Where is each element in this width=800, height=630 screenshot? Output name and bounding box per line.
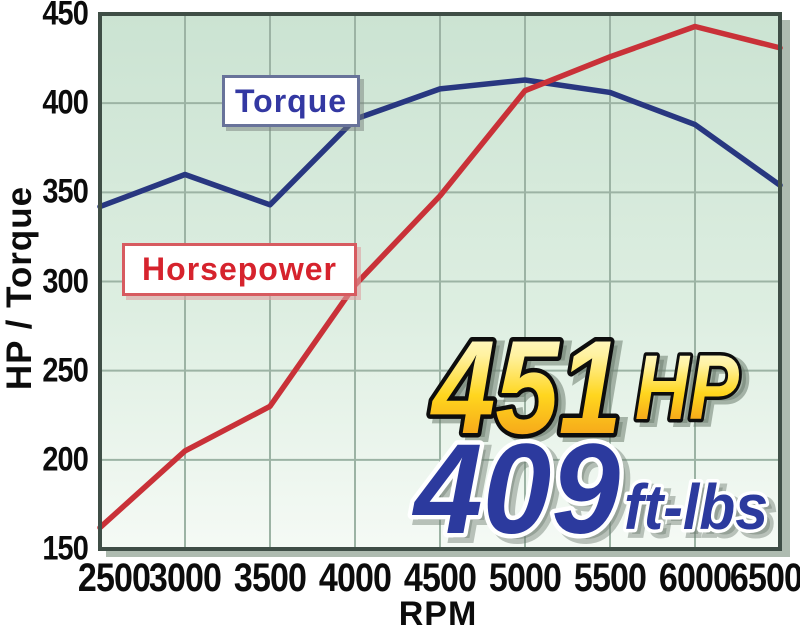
torque-curve (97, 77, 783, 210)
torque-unit-shadow: ft-lbs (630, 476, 774, 548)
torque-legend-box: Torque (222, 75, 360, 127)
horsepower-curve (97, 23, 783, 531)
hp-value: 451 (429, 314, 622, 462)
x-tick-label: 6000 (658, 556, 732, 600)
y-tick-label: 300 (42, 262, 89, 300)
x-tick-label: 4500 (403, 556, 477, 600)
y-tick-label: 200 (42, 440, 89, 479)
torque-unit: ft-lbs (624, 471, 768, 543)
torque-value-shadow: 409 (417, 423, 626, 566)
x-tick-label: 3500 (233, 556, 307, 600)
hp-unit: HP (635, 337, 740, 439)
y-tick-label: 150 (42, 529, 89, 568)
x-tick-label: 3000 (148, 556, 222, 600)
x-tick-label: 5000 (488, 556, 562, 600)
y-tick-label: 450 (42, 0, 89, 33)
torque-legend-label: Torque (234, 82, 348, 119)
x-axis-title: RPM (398, 595, 478, 630)
series-lines (97, 23, 783, 531)
plot-border (98, 12, 782, 551)
torque-value: 409 (411, 418, 620, 561)
callout-torque: 409 ft-lbs 409 ft-lbs (407, 414, 778, 572)
y-tick-label: 400 (42, 83, 89, 122)
callout-hp: 451 HP 451 HP (425, 310, 751, 472)
y-axis-title: HP / Torque (0, 185, 39, 391)
x-tick-label: 5500 (573, 556, 647, 600)
y-tick-label: 250 (42, 351, 89, 390)
horsepower-legend-box: Horsepower (122, 243, 357, 296)
hp-unit-shadow: HP (642, 341, 747, 443)
x-tick-label: 6500 (729, 556, 800, 600)
y-tick-label: 350 (42, 172, 89, 211)
horsepower-legend-label: Horsepower (142, 251, 337, 287)
hp-value-shadow: 451 (436, 318, 629, 466)
x-tick-label: 4000 (318, 556, 392, 600)
x-tick-label: 2500 (77, 556, 151, 600)
